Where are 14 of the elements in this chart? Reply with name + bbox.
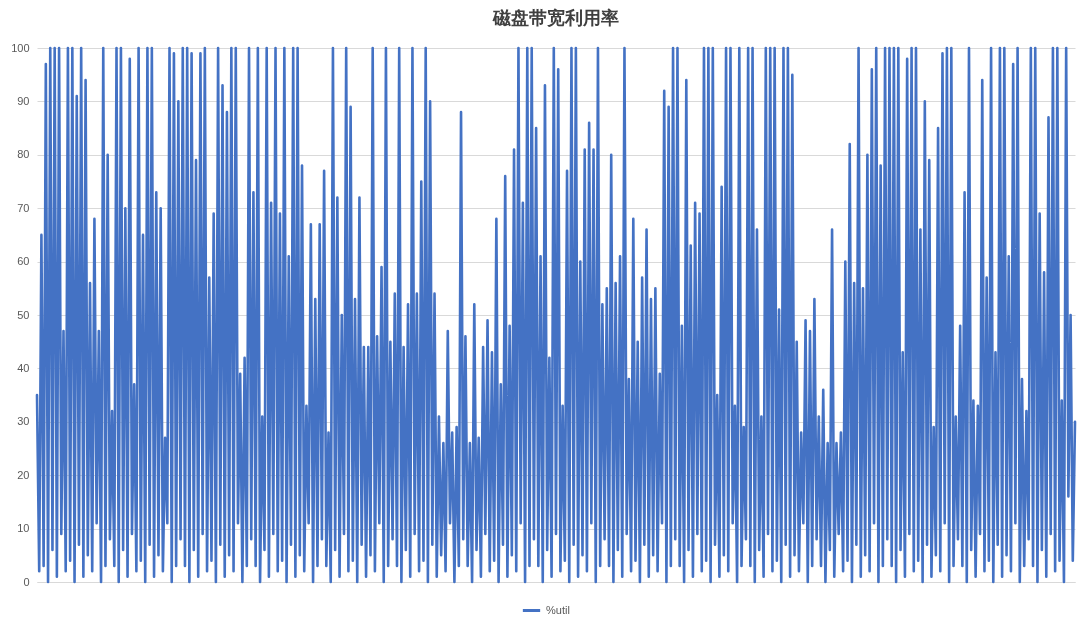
y-tick-label: 60 (17, 255, 30, 268)
y-tick-label: 20 (17, 468, 30, 481)
y-tick-label: 0 (23, 575, 30, 588)
y-tick-label: 70 (17, 201, 30, 214)
chart-title: 磁盘带宽利用率 (492, 7, 619, 28)
y-tick-label: 30 (17, 415, 30, 428)
legend-label: %util (546, 603, 570, 616)
y-tick-label: 100 (11, 41, 30, 54)
y-tick-label: 10 (17, 522, 30, 535)
line-series (35, 46, 1077, 584)
y-tick-label: 90 (17, 94, 30, 107)
y-tick-label: 40 (17, 361, 30, 374)
y-tick-label: 80 (17, 148, 30, 161)
y-tick-label: 50 (17, 308, 30, 321)
